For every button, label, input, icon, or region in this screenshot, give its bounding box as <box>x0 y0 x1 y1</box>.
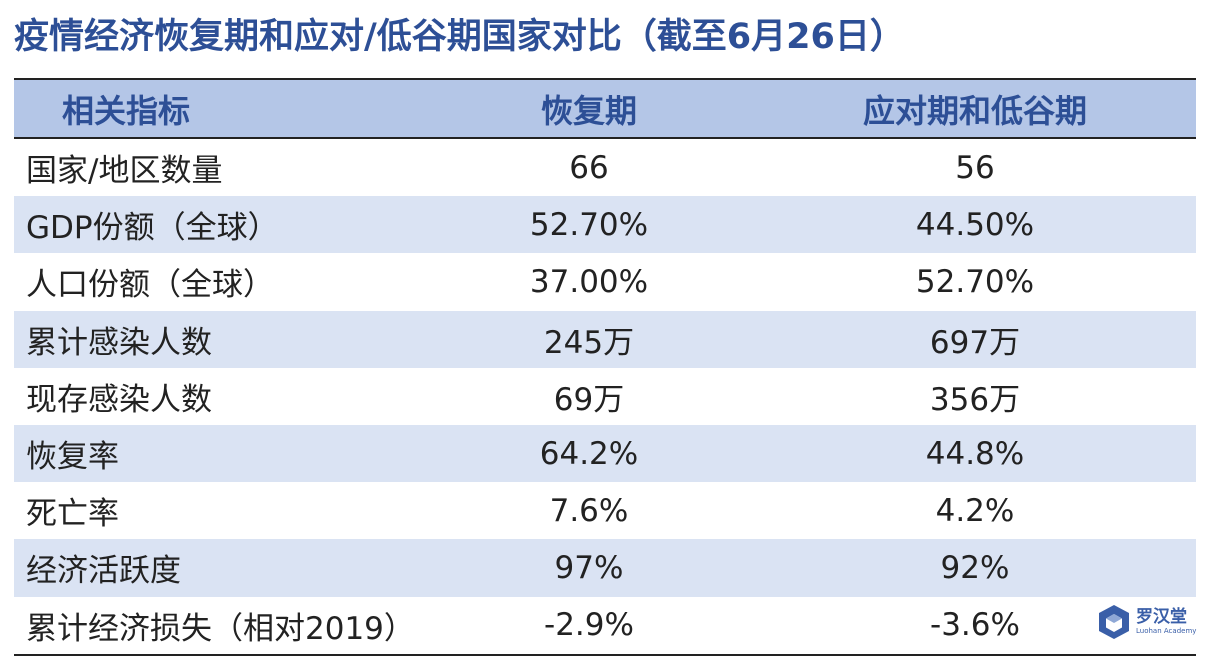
row-response-trough-cell: 56 <box>955 149 995 186</box>
table-row: 国家/地区数量 66 56 <box>14 139 1196 196</box>
row-recovery-cell: 7.6% <box>549 492 629 529</box>
table-row: 累计感染人数 245万 697万 <box>14 310 1196 368</box>
row-indicator-cell: 经济活跃度 <box>26 553 181 590</box>
row-recovery-cell: 52.70% <box>529 206 649 243</box>
logo-subtitle: Luohan Academy <box>1136 627 1197 635</box>
header-response-trough: 应对期和低谷期 <box>862 91 1087 130</box>
row-indicator-cell: 死亡率 <box>26 496 119 533</box>
row-indicator-cell: 现存感染人数 <box>26 381 212 418</box>
page-title: 疫情经济恢复期和应对/低谷期国家对比（截至6月26日） <box>14 17 905 57</box>
table-row: 恢复率 64.2% 44.8% <box>14 424 1196 483</box>
row-indicator-cell: 累计经济损失（相对2019） <box>26 610 415 647</box>
table-header-row: 相关指标 恢复期 应对期和低谷期 <box>14 80 1196 139</box>
row-response-trough-cell: 44.50% <box>915 206 1035 243</box>
row-recovery-cell: 97% <box>554 549 624 586</box>
row-recovery-cell: 64.2% <box>539 435 639 472</box>
table-row: 现存感染人数 69万 356万 <box>14 368 1196 425</box>
row-indicator-cell: 人口份额（全球） <box>26 267 274 304</box>
row-indicator-cell: 累计感染人数 <box>26 324 212 361</box>
row-response-trough-cell: 92% <box>940 549 1010 586</box>
logo-name: 罗汉堂 <box>1136 607 1187 627</box>
row-response-trough-cell: 697万 <box>929 324 1021 361</box>
row-response-trough-cell: 44.8% <box>925 435 1025 472</box>
luohan-academy-logo: 罗汉堂 Luohan Academy <box>1098 604 1196 640</box>
row-recovery-cell: -2.9% <box>544 607 634 644</box>
header-indicator: 相关指标 <box>62 91 191 130</box>
row-recovery-cell: 66 <box>569 149 609 186</box>
row-response-trough-cell: 356万 <box>929 381 1021 418</box>
table-row: GDP份额（全球） 52.70% 44.50% <box>14 196 1196 254</box>
cube-logo-icon <box>1099 605 1129 639</box>
row-indicator-cell: 恢复率 <box>26 439 119 476</box>
row-response-trough-cell: 52.70% <box>915 263 1035 300</box>
row-indicator-cell: GDP份额（全球） <box>26 210 279 247</box>
row-response-trough-cell: 4.2% <box>935 492 1015 529</box>
row-recovery-cell: 37.00% <box>529 263 649 300</box>
table-row: 累计经济损失（相对2019） -2.9% -3.6% <box>14 597 1196 654</box>
row-response-trough-cell: -3.6% <box>930 607 1020 644</box>
row-recovery-cell: 69万 <box>553 381 625 418</box>
row-recovery-cell: 245万 <box>543 324 635 361</box>
row-indicator-cell: 国家/地区数量 <box>26 153 223 190</box>
header-recovery: 恢复期 <box>540 91 637 130</box>
comparison-table: 相关指标 恢复期 应对期和低谷期 国家/地区数量 66 56 GDP份额（全球） 52.… <box>14 78 1196 656</box>
table-row: 死亡率 7.6% 4.2% <box>14 482 1196 539</box>
table-row: 经济活跃度 97% 92% <box>14 539 1196 597</box>
table-row: 人口份额（全球） 37.00% 52.70% <box>14 253 1196 310</box>
